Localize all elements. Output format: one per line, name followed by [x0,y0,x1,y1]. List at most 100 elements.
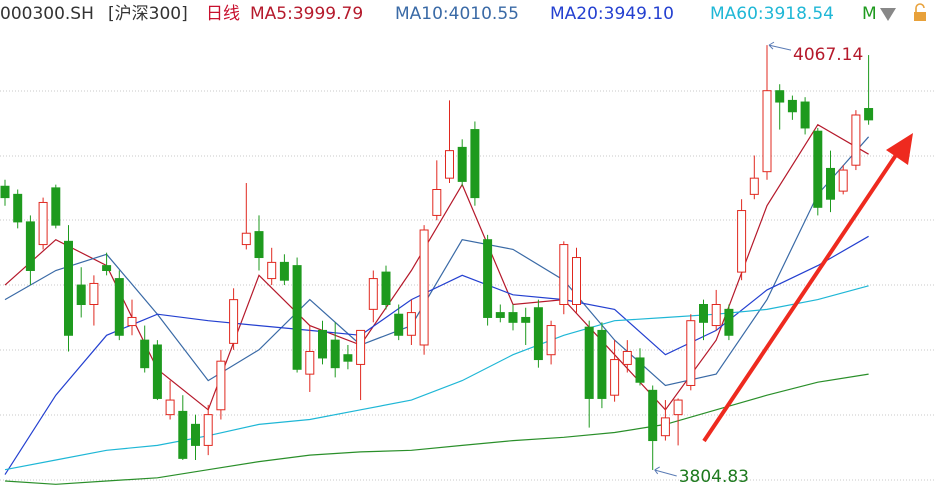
period[interactable]: 日线 [206,4,240,24]
candle-body [711,303,721,327]
ma-line [4,136,870,387]
candle [178,395,188,460]
candle [483,234,493,326]
candle-body [800,101,810,129]
candle-body [673,399,683,416]
candle [572,247,581,313]
arrow-shaft [702,150,900,443]
legend-entry: MA10:4010.55 [395,4,519,24]
candle-body [38,201,48,246]
candle-body [406,312,416,336]
lock-icon[interactable] [914,3,926,21]
code: 000300.SH [0,4,94,24]
candle-body [76,284,86,305]
candle [368,270,378,323]
candle-body [140,339,150,369]
candle [737,199,747,281]
candle-body [279,261,289,281]
candle-body [533,307,543,361]
candle [699,299,708,341]
candle [787,95,797,120]
candle [394,304,404,341]
candle-body [267,261,277,280]
candle-body [89,282,99,305]
min-label: 3804.83 [679,467,749,487]
candle [457,139,467,187]
candle [546,320,556,365]
arrow-head [886,133,913,165]
candle-body [102,265,112,271]
candle-body [114,278,124,336]
candle [381,265,391,310]
candle-body [457,146,467,182]
candle [114,270,124,341]
candle [356,329,366,401]
candle-body [559,244,569,305]
candle-body [826,167,835,200]
candle-body [445,150,454,179]
candle-body [775,90,785,103]
max-pointer [768,41,792,51]
candle [762,45,772,180]
candle-body [737,210,747,273]
candle [292,257,302,373]
candle-body [622,350,632,365]
plot: 4067.14 3804.83 [0,41,874,487]
candle-body [292,265,302,370]
candle-body [381,271,391,305]
candle-body [787,99,797,113]
candle [445,100,454,184]
candle-body [368,278,378,310]
candle [711,289,721,331]
candle [749,155,759,200]
candle [127,299,137,336]
candle-body [343,354,353,362]
candle-body [572,257,581,305]
candle-body [64,240,73,336]
candle [203,404,213,456]
candle [216,349,226,420]
legend-entry: MA5:3999.79 [250,4,363,24]
candle-body [432,189,442,216]
candle [559,241,569,315]
ma-line [4,285,869,471]
candle-body [838,169,848,192]
candle [813,127,823,216]
candle-body [241,232,251,246]
candle-body [178,410,188,459]
candle [267,247,277,286]
candle [191,414,200,460]
candle [521,307,531,345]
lock-body [914,12,926,21]
candle [584,320,594,428]
candle [254,215,264,271]
candle-body [330,339,340,369]
candle-body [597,329,607,399]
candle-body [610,359,620,396]
candle-body [483,239,493,318]
legend-entry: MA60:3918.54 [710,4,834,24]
candle [635,348,645,386]
candle [0,179,10,206]
candle [13,189,23,229]
candle [241,183,251,250]
candle-body [127,316,137,327]
candle [305,325,315,392]
candle [406,299,416,345]
candle [851,110,861,171]
candle-body [813,130,823,208]
candle [838,165,848,195]
menu[interactable]: M [862,4,877,24]
candle [102,252,112,276]
candle-body [152,344,162,399]
header: 000300.SH [沪深300] 日线 M MA5:3999.79 MA10:4… [0,0,935,28]
candle [533,299,543,368]
candle-body [508,312,518,323]
header-bg [0,0,935,28]
candle [38,197,48,250]
dropdown[interactable] [880,8,896,21]
candle-body [851,114,861,166]
candle [622,340,632,373]
